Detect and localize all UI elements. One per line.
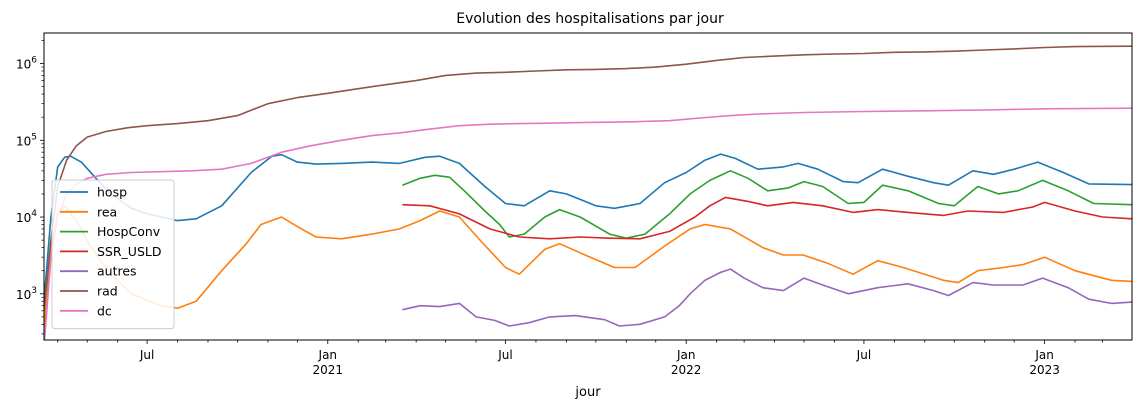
- series-line-hospconv: [402, 170, 1132, 239]
- y-tick-label: 106: [16, 56, 37, 72]
- y-tick-label: 104: [16, 209, 37, 225]
- series-line-ssr-usld: [402, 196, 1132, 240]
- chart-title: Evolution des hospitalisations par jour: [456, 11, 724, 27]
- y-tick-label: 105: [16, 132, 37, 148]
- legend-entry-rad: rad: [97, 284, 118, 299]
- series-line-rea: [44, 205, 1132, 329]
- plot-area: [44, 45, 1132, 340]
- legend-entry-hosp: hosp: [97, 185, 127, 200]
- x-tick-label: Jan: [318, 348, 338, 362]
- y-tick-label: 103: [16, 286, 37, 302]
- legend-entry-dc: dc: [97, 303, 112, 318]
- x-tick-year-label: 2021: [313, 363, 344, 377]
- x-tick-year-label: 2023: [1029, 363, 1060, 377]
- y-axis: 103 104 105 106: [16, 40, 44, 335]
- x-tick-label: Jan: [1034, 348, 1054, 362]
- plot-frame: [43, 32, 1133, 341]
- x-tick-label: Jan: [676, 348, 696, 362]
- x-tick-label: Jul: [497, 348, 512, 362]
- series-line-rad: [44, 45, 1132, 311]
- x-axis-label: jour: [574, 385, 601, 400]
- legend-entry-ssr-usld: SSR_USLD: [97, 244, 161, 259]
- legend-entry-hospconv: HospConv: [97, 224, 161, 239]
- x-tick-label: Jul: [856, 348, 871, 362]
- series-line-hosp: [44, 153, 1132, 302]
- series-line-autres: [402, 268, 1132, 327]
- x-tick-label: Jul: [139, 348, 154, 362]
- x-tick-year-label: 2022: [671, 363, 702, 377]
- legend-entry-autres: autres: [97, 264, 137, 279]
- legend-entry-rea: rea: [97, 204, 117, 219]
- series-line-dc: [44, 107, 1132, 340]
